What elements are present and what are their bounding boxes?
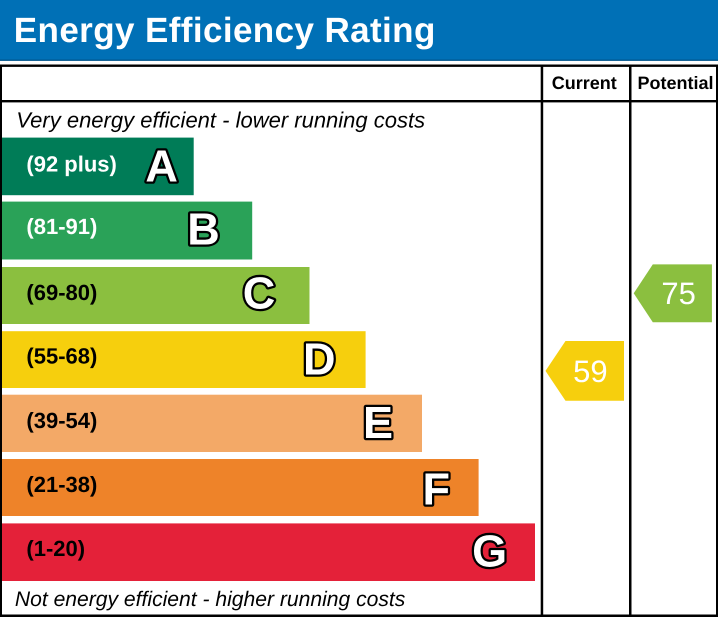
- svg-text:75: 75: [661, 276, 695, 311]
- svg-text:Potential: Potential: [637, 73, 713, 93]
- svg-text:G: G: [472, 526, 507, 577]
- svg-text:(21-38): (21-38): [26, 472, 97, 497]
- svg-text:(1-20): (1-20): [26, 536, 85, 561]
- svg-text:Energy Efficiency Rating: Energy Efficiency Rating: [14, 11, 436, 50]
- svg-text:Not energy efficient - higher: Not energy efficient - higher running co…: [15, 588, 406, 611]
- svg-text:F: F: [422, 464, 450, 515]
- svg-text:E: E: [363, 397, 393, 448]
- svg-text:(69-80): (69-80): [26, 280, 97, 305]
- svg-text:59: 59: [573, 354, 607, 389]
- svg-text:(81-91): (81-91): [26, 214, 97, 239]
- svg-text:D: D: [303, 334, 336, 385]
- svg-text:B: B: [187, 204, 220, 255]
- svg-text:(55-68): (55-68): [26, 344, 97, 369]
- svg-text:(92 plus): (92 plus): [26, 151, 116, 176]
- svg-text:(39-54): (39-54): [26, 408, 97, 433]
- svg-text:Very energy efficient - lower: Very energy efficient - lower running co…: [16, 107, 425, 132]
- svg-text:A: A: [145, 141, 178, 192]
- svg-text:C: C: [243, 268, 276, 319]
- svg-text:Current: Current: [552, 73, 617, 93]
